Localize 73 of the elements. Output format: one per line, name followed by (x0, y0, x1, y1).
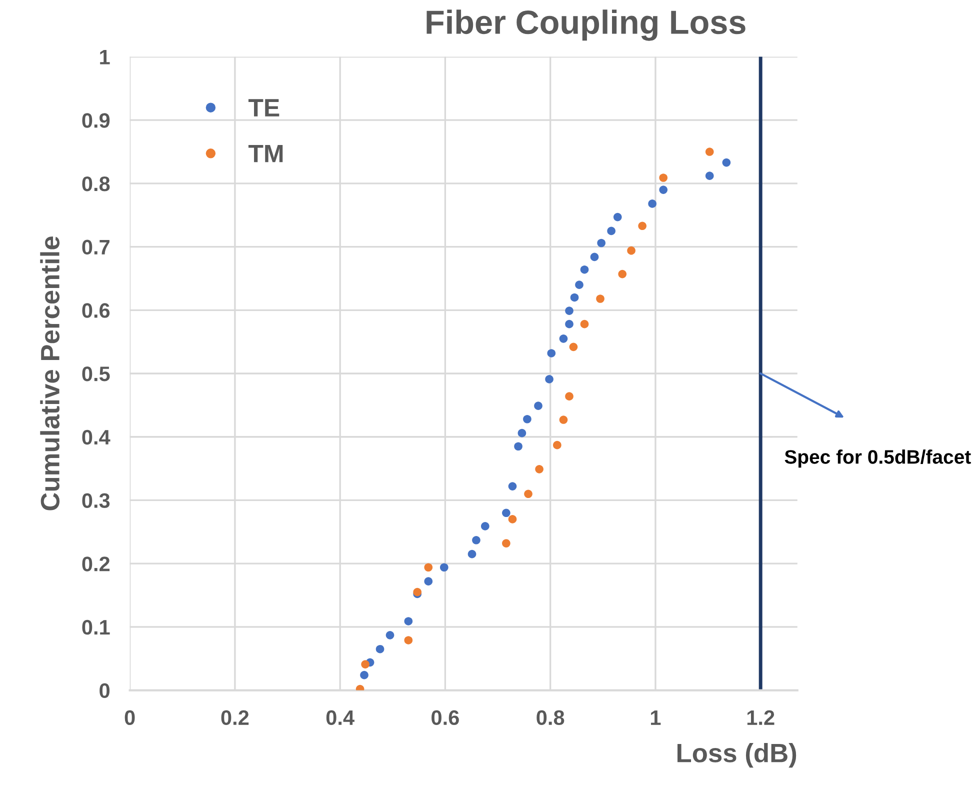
x-tick-label: 0.4 (326, 710, 354, 726)
point (424, 563, 433, 572)
x-tick-label: 0.8 (536, 710, 564, 726)
point (565, 392, 574, 400)
y-tick-label: 0.5 (82, 366, 110, 382)
point (705, 148, 714, 156)
point (607, 226, 616, 236)
point (638, 222, 646, 230)
point (565, 306, 574, 315)
x-tick-label: 0.6 (432, 710, 459, 726)
point (705, 172, 714, 180)
point (472, 536, 480, 544)
point (468, 550, 476, 558)
point (376, 644, 384, 654)
x-tick-label: 1.2 (747, 710, 774, 725)
point (547, 349, 556, 358)
x-axis-title: Loss (dB) (677, 743, 796, 768)
y-tick-label: 0.4 (82, 430, 110, 445)
legend-label: TE (248, 99, 280, 116)
x-tick-label: 1 (650, 710, 661, 725)
y-tick-label: 0 (100, 683, 110, 698)
point (480, 522, 490, 530)
point (440, 563, 448, 572)
ref-line-label: Spec for 0.5dB/facet (784, 450, 971, 468)
point (508, 482, 517, 490)
point (545, 375, 554, 384)
chart-title: Fiber Coupling Loss (426, 10, 746, 41)
point (361, 660, 370, 668)
point (508, 515, 517, 524)
y-tick-label: 0.3 (82, 493, 110, 508)
point (596, 294, 604, 303)
point (534, 402, 542, 410)
y-tick-label: 0.1 (82, 620, 110, 635)
point (360, 670, 368, 680)
point (597, 238, 606, 248)
y-tick-label: 0.7 (82, 240, 110, 255)
x-tick-label: 0 (124, 710, 135, 726)
point (627, 246, 636, 255)
point (580, 320, 589, 328)
point (569, 342, 578, 352)
point (659, 186, 668, 194)
point (523, 414, 532, 424)
point (575, 280, 584, 289)
point (618, 270, 627, 278)
y-tick-label: 0.8 (82, 176, 110, 192)
point (722, 158, 731, 167)
point (580, 265, 589, 274)
point (559, 416, 568, 424)
x-tick-label: 0.2 (221, 710, 249, 726)
y-axis-title: Cumulative Percentile (40, 236, 60, 510)
point (404, 636, 413, 644)
point (424, 577, 433, 586)
point (502, 539, 510, 548)
point (559, 334, 568, 343)
point (648, 200, 656, 208)
point (502, 508, 510, 518)
point (518, 428, 526, 438)
point (514, 442, 522, 451)
point (570, 293, 579, 302)
y-tick-label: 0.6 (82, 303, 110, 318)
point (659, 174, 668, 182)
point (613, 212, 622, 222)
legend-label: TM (248, 144, 283, 162)
y-tick-label: 1 (100, 50, 110, 64)
point (590, 252, 599, 262)
y-tick-label: 0.2 (82, 556, 110, 572)
point (404, 617, 413, 626)
point (565, 320, 574, 328)
y-tick-label: 0.9 (82, 113, 110, 128)
point (535, 465, 544, 474)
point (553, 440, 562, 450)
point (524, 490, 532, 498)
point (386, 631, 394, 640)
